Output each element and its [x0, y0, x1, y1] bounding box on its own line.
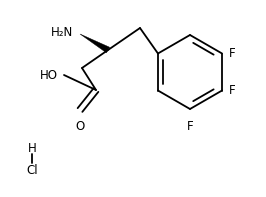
- Text: H₂N: H₂N: [51, 25, 73, 38]
- Text: Cl: Cl: [26, 164, 38, 177]
- Text: HO: HO: [40, 69, 58, 82]
- Polygon shape: [80, 34, 110, 53]
- Text: H: H: [28, 141, 36, 154]
- Text: O: O: [75, 120, 85, 133]
- Text: F: F: [229, 47, 236, 60]
- Text: F: F: [187, 120, 193, 133]
- Text: F: F: [229, 84, 236, 97]
